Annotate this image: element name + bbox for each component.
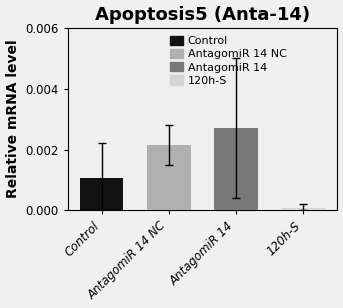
Bar (214, 128, 258, 210)
Y-axis label: Relative mRNA level: Relative mRNA level (5, 40, 20, 198)
Title: Apoptosis5 (Anta-14): Apoptosis5 (Anta-14) (95, 6, 310, 23)
Legend: Control, AntagomiR 14 NC, AntagomiR 14, 120h-S: Control, AntagomiR 14 NC, AntagomiR 14, … (167, 34, 289, 88)
Bar (147, 145, 191, 210)
Bar (80, 178, 123, 210)
Bar (282, 208, 325, 210)
